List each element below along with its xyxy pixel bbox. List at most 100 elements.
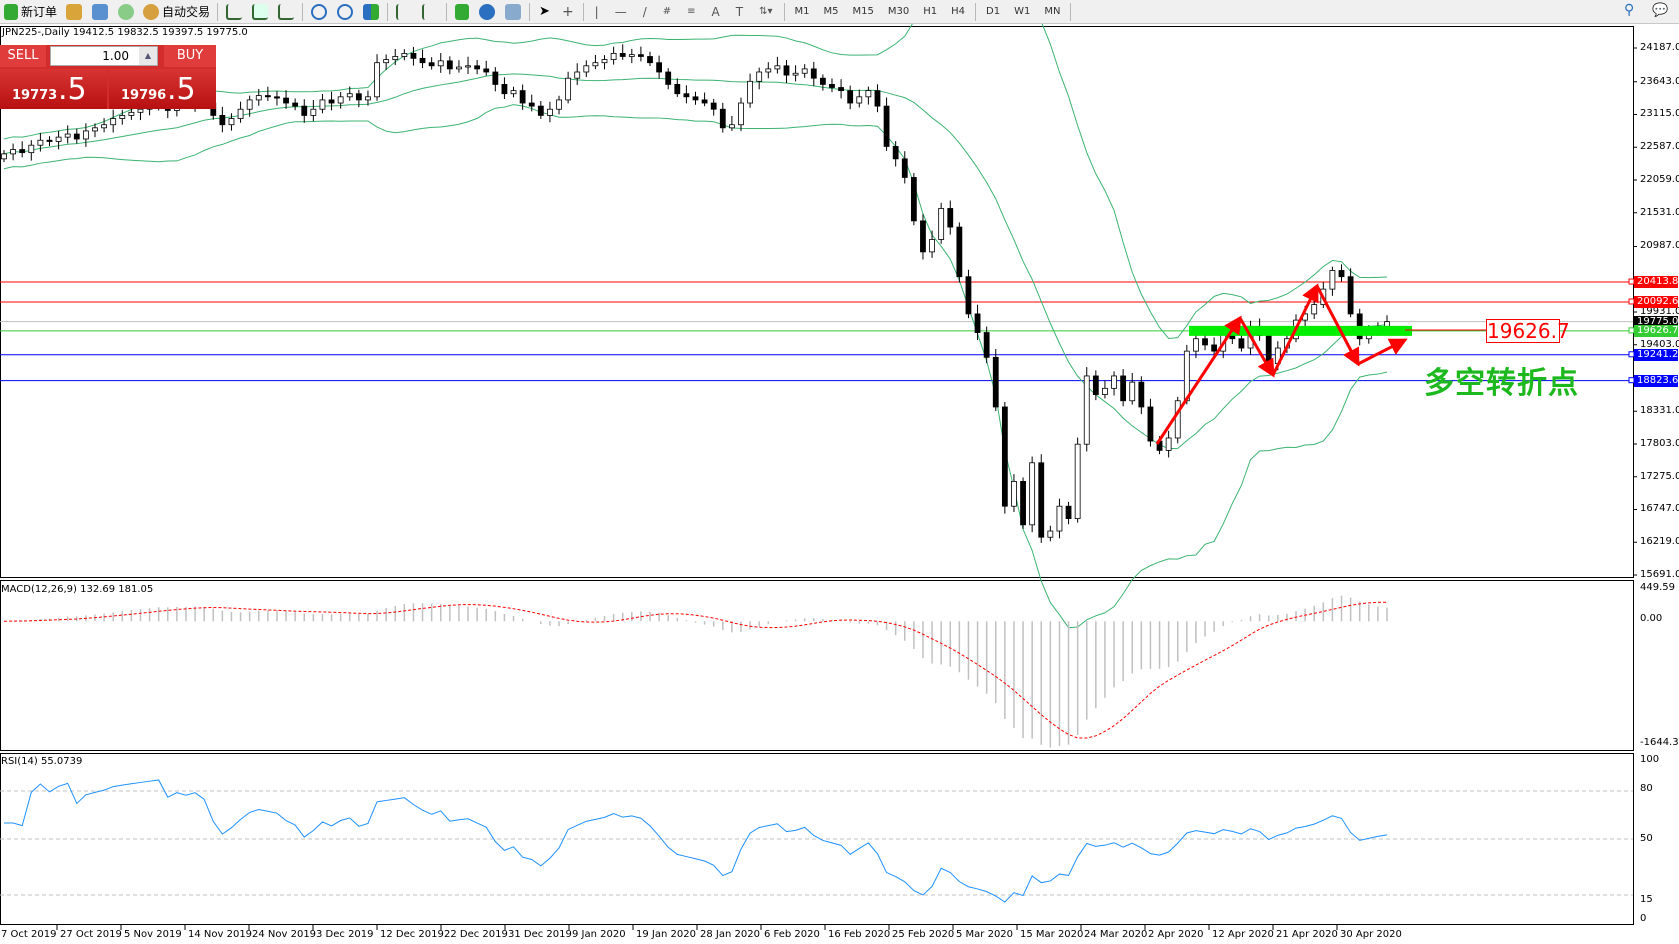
- line-chart-icon[interactable]: [278, 3, 295, 20]
- fibonacci-icon[interactable]: ≡: [687, 6, 696, 17]
- date-axis-label: 27 Oct 2019: [60, 929, 122, 940]
- candle: [747, 80, 753, 104]
- bollinger-middle-band: [3, 73, 1388, 450]
- candle: [765, 68, 772, 73]
- candle: [847, 90, 854, 104]
- candlestick-icon[interactable]: [252, 3, 269, 20]
- new-order-label: 新订单: [21, 5, 58, 19]
- chat-icon[interactable]: 💬: [1652, 3, 1669, 18]
- trend-arrow[interactable]: [1315, 285, 1360, 367]
- auto-trading-button[interactable]: 自动交易: [139, 1, 214, 23]
- lot-increase-button[interactable]: ▲: [139, 47, 157, 65]
- crosshair-icon[interactable]: +: [561, 3, 574, 20]
- date-axis-label: 14 Nov 2019: [188, 929, 253, 940]
- trend-arrow[interactable]: [1271, 283, 1319, 376]
- candle: [738, 102, 744, 126]
- candle: [1020, 480, 1026, 526]
- timeframe-m30[interactable]: M30: [887, 6, 910, 17]
- price-axis-label: 19403.0: [1640, 338, 1679, 350]
- candle: [819, 77, 826, 85]
- candle: [19, 149, 26, 154]
- signals-icon[interactable]: [118, 3, 135, 20]
- vertical-line-icon[interactable]: |: [594, 4, 599, 19]
- trend-arrow[interactable]: [1238, 317, 1275, 378]
- navigator-icon[interactable]: [92, 3, 109, 20]
- candle: [437, 60, 444, 67]
- zoom-in-icon[interactable]: [311, 3, 328, 20]
- candle: [1092, 375, 1099, 395]
- sell-button[interactable]: SELL: [0, 45, 46, 67]
- candle: [638, 54, 644, 57]
- level-price-tag: 19626.7: [1634, 324, 1678, 337]
- timeframe-m1[interactable]: M1: [794, 6, 810, 17]
- new-order-button[interactable]: 新订单: [0, 1, 61, 23]
- timeframe-mn[interactable]: MN: [1044, 6, 1061, 17]
- zoom-out-icon[interactable]: [337, 3, 354, 20]
- candle: [665, 71, 672, 85]
- candle: [719, 108, 726, 129]
- candle: [601, 59, 608, 64]
- timeframe-h1[interactable]: H1: [923, 6, 938, 17]
- timeframe-w1[interactable]: W1: [1014, 6, 1031, 17]
- date-axis-label: 2 Apr 2020: [1148, 929, 1204, 940]
- candle: [838, 87, 844, 92]
- indicators-icon[interactable]: [455, 3, 470, 20]
- chart-shift-icon[interactable]: [396, 3, 412, 20]
- arrows-icon[interactable]: ⇅▾: [759, 6, 773, 17]
- timeframe-h4[interactable]: H4: [951, 6, 966, 17]
- trend-arrow[interactable]: [1357, 338, 1408, 366]
- lot-size-input[interactable]: 1.00: [50, 46, 158, 66]
- buy-price[interactable]: 19796.5: [109, 69, 216, 109]
- price-axis-label: 22059.0: [1640, 173, 1679, 185]
- horizontal-line-icon[interactable]: —: [614, 4, 627, 19]
- date-axis-label: 31 Dec 2019: [508, 929, 572, 940]
- trendline-icon[interactable]: /: [642, 4, 647, 19]
- candle: [829, 84, 835, 88]
- level-price-tag: 19775.0: [1634, 315, 1678, 328]
- price-axis-label: 17275.0: [1640, 470, 1679, 482]
- support-resistance-zone[interactable]: [1189, 325, 1412, 336]
- rsi-line: [4, 779, 1388, 903]
- separator: [783, 2, 785, 21]
- periods-icon[interactable]: [479, 3, 496, 20]
- price-axis-label: 21531.0: [1640, 206, 1679, 218]
- timeframe-m5[interactable]: M5: [823, 6, 839, 17]
- metaeditor-icon[interactable]: [66, 3, 83, 20]
- date-axis-label: 5 Mar 2020: [956, 929, 1014, 940]
- trend-arrow[interactable]: [1155, 315, 1242, 445]
- templates-icon[interactable]: [505, 3, 522, 20]
- candle: [1329, 270, 1336, 290]
- auto-trading-icon: [143, 3, 160, 20]
- timeframe-d1[interactable]: D1: [986, 6, 1001, 17]
- tile-windows-icon[interactable]: [363, 3, 380, 20]
- equidistant-channel-icon[interactable]: #: [662, 6, 672, 17]
- pivot-note-text[interactable]: 多空转折点: [1424, 366, 1579, 401]
- buy-button[interactable]: BUY: [164, 45, 216, 67]
- autoscroll-icon[interactable]: [422, 3, 438, 20]
- date-axis-label: 12 Apr 2020: [1212, 929, 1274, 940]
- timeframe-m15[interactable]: M15: [852, 6, 874, 17]
- price-axis-label: 24187.0: [1640, 42, 1679, 53]
- text-icon[interactable]: A: [711, 4, 720, 19]
- price-axis-label: 23115.0: [1640, 108, 1679, 120]
- cursor-icon[interactable]: ➤: [539, 4, 550, 19]
- candle: [82, 130, 89, 140]
- candle: [1074, 443, 1081, 520]
- price-callout[interactable]: 19626.7: [1486, 319, 1570, 343]
- price-axis-label: 17803.0: [1640, 437, 1679, 449]
- candle: [1338, 270, 1345, 278]
- separator: [302, 2, 304, 21]
- candle: [255, 95, 262, 101]
- candle: [328, 99, 335, 104]
- search-icon[interactable]: ⚲: [1624, 2, 1635, 18]
- macd-signal-line: [3, 601, 1388, 739]
- text-label-icon[interactable]: T: [735, 4, 744, 19]
- price-axis-label: 16219.0: [1640, 536, 1679, 548]
- bar-chart-icon[interactable]: [226, 3, 243, 20]
- sell-price[interactable]: 19773.5: [0, 69, 107, 109]
- candle: [401, 52, 408, 57]
- date-axis-label: 9 Jan 2020: [572, 929, 626, 940]
- price-axis-label: 15691.0: [1640, 569, 1679, 580]
- candle: [319, 99, 326, 110]
